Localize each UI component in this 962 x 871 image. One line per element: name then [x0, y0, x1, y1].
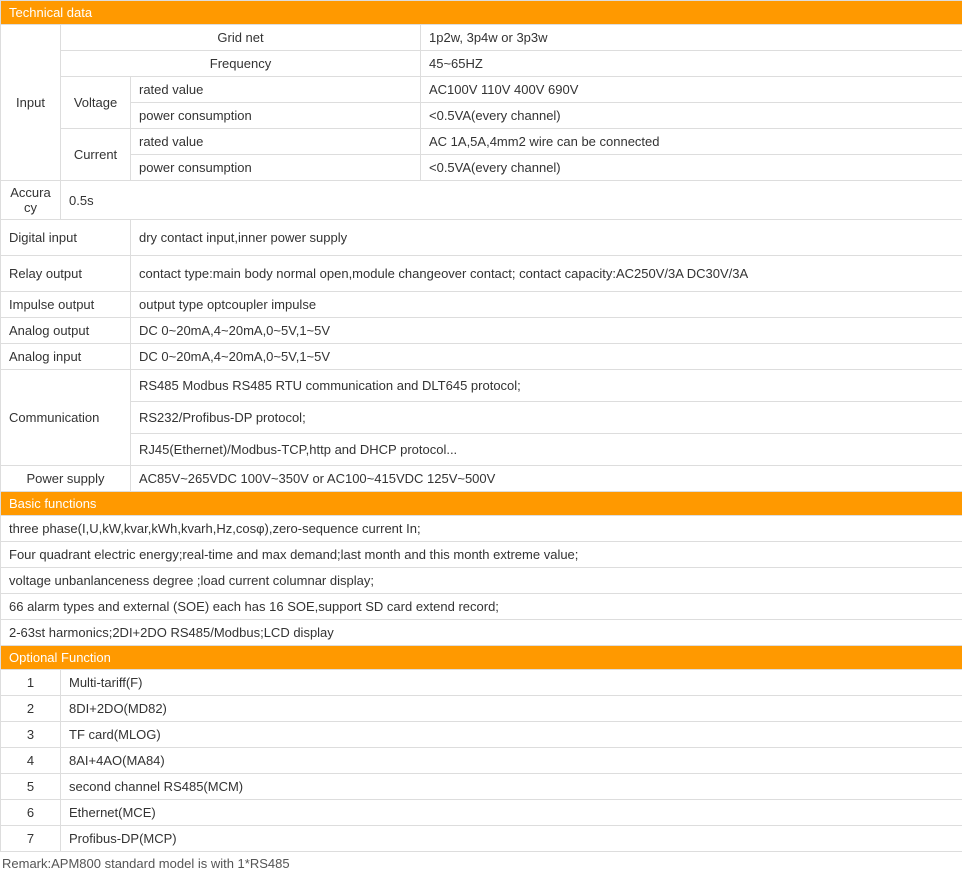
row-digital-input: Digital input dry contact input,inner po… — [1, 220, 962, 256]
row-relay-output: Relay output contact type:main body norm… — [1, 256, 962, 292]
label-impulse-output: Impulse output — [1, 292, 131, 318]
row-basic-4: 66 alarm types and external (SOE) each h… — [1, 594, 962, 620]
opt-num-1: 1 — [1, 670, 61, 696]
row-power-supply: Power supply AC85V~265VDC 100V~350V or A… — [1, 466, 962, 492]
label-analog-output: Analog output — [1, 318, 131, 344]
section-header-basic: Basic functions — [1, 492, 962, 516]
label-current-pc: power consumption — [131, 155, 421, 181]
row-impulse-output: Impulse output output type optcoupler im… — [1, 292, 962, 318]
opt-val-6: Ethernet(MCE) — [61, 800, 962, 826]
spec-table: Technical data Input Grid net 1p2w, 3p4w… — [0, 0, 962, 852]
value-impulse-output: output type optcoupler impulse — [131, 292, 962, 318]
row-basic-2: Four quadrant electric energy;real-time … — [1, 542, 962, 568]
label-input: Input — [1, 25, 61, 181]
row-opt-7: 7 Profibus-DP(MCP) — [1, 826, 962, 852]
row-basic-1: three phase(I,U,kW,kvar,kWh,kvarh,Hz,cos… — [1, 516, 962, 542]
label-frequency: Frequency — [61, 51, 421, 77]
row-analog-output: Analog output DC 0~20mA,4~20mA,0~5V,1~5V — [1, 318, 962, 344]
label-voltage-pc: power consumption — [131, 103, 421, 129]
label-power-supply: Power supply — [1, 466, 131, 492]
row-opt-3: 3 TF card(MLOG) — [1, 722, 962, 748]
row-opt-4: 4 8AI+4AO(MA84) — [1, 748, 962, 774]
opt-num-5: 5 — [1, 774, 61, 800]
row-opt-2: 2 8DI+2DO(MD82) — [1, 696, 962, 722]
opt-val-7: Profibus-DP(MCP) — [61, 826, 962, 852]
value-analog-input: DC 0~20mA,4~20mA,0~5V,1~5V — [131, 344, 962, 370]
value-accuracy: 0.5s — [61, 181, 962, 220]
value-frequency: 45~65HZ — [421, 51, 962, 77]
row-opt-1: 1 Multi-tariff(F) — [1, 670, 962, 696]
row-comm-2: RS232/Profibus-DP protocol; — [1, 402, 962, 434]
row-comm-1: Communication RS485 Modbus RS485 RTU com… — [1, 370, 962, 402]
section-header-technical: Technical data — [1, 1, 962, 25]
label-communication: Communication — [1, 370, 131, 466]
label-voltage: Voltage — [61, 77, 131, 129]
section-header-optional: Optional Function — [1, 646, 962, 670]
row-current-rated: Current rated value AC 1A,5A,4mm2 wire c… — [1, 129, 962, 155]
section-title-optional: Optional Function — [1, 646, 962, 670]
row-accuracy: Accuracy 0.5s — [1, 181, 962, 220]
section-title: Technical data — [1, 1, 962, 25]
basic-line-2: Four quadrant electric energy;real-time … — [1, 542, 962, 568]
section-title-basic: Basic functions — [1, 492, 962, 516]
basic-line-3: voltage unbanlanceness degree ;load curr… — [1, 568, 962, 594]
label-relay-output: Relay output — [1, 256, 131, 292]
value-grid-net: 1p2w, 3p4w or 3p3w — [421, 25, 962, 51]
label-voltage-rated: rated value — [131, 77, 421, 103]
row-analog-input: Analog input DC 0~20mA,4~20mA,0~5V,1~5V — [1, 344, 962, 370]
value-relay-output: contact type:main body normal open,modul… — [131, 256, 962, 292]
row-opt-5: 5 second channel RS485(MCM) — [1, 774, 962, 800]
value-analog-output: DC 0~20mA,4~20mA,0~5V,1~5V — [131, 318, 962, 344]
opt-num-6: 6 — [1, 800, 61, 826]
opt-num-4: 4 — [1, 748, 61, 774]
basic-line-5: 2-63st harmonics;2DI+2DO RS485/Modbus;LC… — [1, 620, 962, 646]
row-voltage-pc: power consumption <0.5VA(every channel) — [1, 103, 962, 129]
opt-num-2: 2 — [1, 696, 61, 722]
basic-line-1: three phase(I,U,kW,kvar,kWh,kvarh,Hz,cos… — [1, 516, 962, 542]
value-power-supply: AC85V~265VDC 100V~350V or AC100~415VDC 1… — [131, 466, 962, 492]
row-comm-3: RJ45(Ethernet)/Modbus-TCP,http and DHCP … — [1, 434, 962, 466]
opt-num-3: 3 — [1, 722, 61, 748]
opt-val-1: Multi-tariff(F) — [61, 670, 962, 696]
basic-line-4: 66 alarm types and external (SOE) each h… — [1, 594, 962, 620]
value-current-rated: AC 1A,5A,4mm2 wire can be connected — [421, 129, 962, 155]
row-opt-6: 6 Ethernet(MCE) — [1, 800, 962, 826]
value-voltage-rated: AC100V 110V 400V 690V — [421, 77, 962, 103]
value-comm-1: RS485 Modbus RS485 RTU communication and… — [131, 370, 962, 402]
value-digital-input: dry contact input,inner power supply — [131, 220, 962, 256]
row-current-pc: power consumption <0.5VA(every channel) — [1, 155, 962, 181]
opt-val-2: 8DI+2DO(MD82) — [61, 696, 962, 722]
label-grid-net: Grid net — [61, 25, 421, 51]
label-analog-input: Analog input — [1, 344, 131, 370]
label-digital-input: Digital input — [1, 220, 131, 256]
row-basic-3: voltage unbanlanceness degree ;load curr… — [1, 568, 962, 594]
value-comm-3: RJ45(Ethernet)/Modbus-TCP,http and DHCP … — [131, 434, 962, 466]
row-grid-net: Input Grid net 1p2w, 3p4w or 3p3w — [1, 25, 962, 51]
opt-val-3: TF card(MLOG) — [61, 722, 962, 748]
remark-text: Remark:APM800 standard model is with 1*R… — [0, 852, 962, 871]
row-basic-5: 2-63st harmonics;2DI+2DO RS485/Modbus;LC… — [1, 620, 962, 646]
value-current-pc: <0.5VA(every channel) — [421, 155, 962, 181]
value-voltage-pc: <0.5VA(every channel) — [421, 103, 962, 129]
value-comm-2: RS232/Profibus-DP protocol; — [131, 402, 962, 434]
opt-val-4: 8AI+4AO(MA84) — [61, 748, 962, 774]
label-accuracy: Accuracy — [1, 181, 61, 220]
opt-val-5: second channel RS485(MCM) — [61, 774, 962, 800]
row-frequency: Frequency 45~65HZ — [1, 51, 962, 77]
label-current: Current — [61, 129, 131, 181]
opt-num-7: 7 — [1, 826, 61, 852]
label-current-rated: rated value — [131, 129, 421, 155]
row-voltage-rated: Voltage rated value AC100V 110V 400V 690… — [1, 77, 962, 103]
